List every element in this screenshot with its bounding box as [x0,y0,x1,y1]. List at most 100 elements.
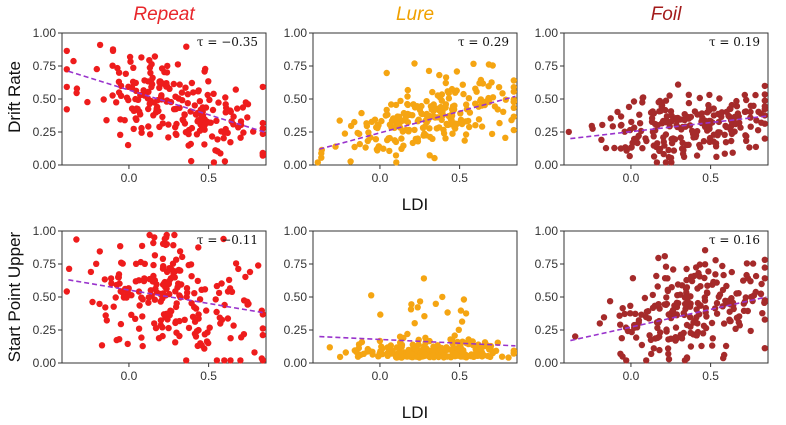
data-point [710,278,717,286]
data-point [656,346,663,354]
data-point [639,99,646,106]
data-point [354,353,362,360]
data-point [159,332,166,340]
data-point [172,93,179,100]
data-point [759,310,766,317]
data-point [227,108,234,116]
data-point [650,153,658,160]
data-point [413,103,421,110]
data-point [653,272,660,280]
data-point [648,115,656,122]
data-point [722,122,729,130]
y-tick-label: 0.25 [535,125,559,139]
data-point [112,294,119,301]
data-point [665,350,672,358]
x-tick-label: 0.5 [200,171,217,185]
data-point [480,352,488,359]
data-point [246,268,254,276]
data-point [565,128,572,136]
data-point [719,286,727,294]
data-point [455,326,462,333]
data-point [743,271,750,279]
data-point [444,121,452,129]
data-point [626,152,633,160]
data-point [665,146,672,154]
data-point [454,345,461,352]
data-point [489,62,496,69]
data-point [182,84,189,91]
data-point [630,98,638,105]
data-point [108,280,115,287]
data-point [655,99,662,106]
data-point [206,324,213,331]
data-point [761,97,768,104]
panel-start-point-upper-foil: 0.00 0.25 0.50 0.75 1.00 0.0 0.5 τ = 0.16 [535,224,769,383]
data-point [661,275,669,282]
data-point [356,130,363,138]
data-point [733,97,740,105]
data-point [132,260,140,267]
data-point [637,127,645,135]
data-point [510,84,517,91]
data-point [407,306,415,313]
data-point [426,152,433,159]
data-point [383,106,390,114]
data-point [478,123,486,130]
data-point [696,94,703,102]
data-point [510,77,517,84]
y-tick-label: 0.50 [33,92,57,106]
data-point [619,353,626,360]
data-point [196,127,204,134]
data-point [459,81,466,88]
data-point [172,339,179,346]
y-tick-label: 0.00 [535,356,559,370]
data-point [672,324,680,331]
data-point [159,113,166,121]
tau-annotation-start-point-upper-repeat: τ = −0.11 [197,233,258,247]
trend-line-start-point-upper-lure [319,335,516,347]
data-point [685,91,692,99]
data-point [656,147,663,155]
data-point [201,345,208,352]
data-point [452,89,459,96]
data-point [687,329,694,337]
data-point [665,356,673,363]
data-point [195,244,202,251]
data-point [470,353,477,360]
data-point [351,118,358,126]
data-point [193,328,201,335]
data-point [113,336,120,344]
data-point [510,126,517,134]
data-point [362,144,369,151]
data-point [728,295,735,302]
panel-start-point-upper-lure: 0.00 0.25 0.50 0.75 1.00 0.0 0.5 [284,224,518,383]
data-point [124,340,131,348]
data-point [488,130,496,138]
data-point [165,134,172,141]
data-point [638,311,645,318]
data-point [146,131,154,138]
data-point [171,274,178,281]
data-point [181,111,188,118]
data-point [139,342,146,350]
data-point [244,114,251,121]
data-point [415,341,422,348]
data-point [191,318,199,325]
data-point [693,306,700,313]
data-point [242,273,249,281]
data-point [673,335,680,342]
data-point [683,276,690,284]
data-point [685,141,692,148]
data-point [374,121,381,128]
data-point [662,131,670,138]
data-point [151,252,159,259]
data-point [157,317,165,324]
data-point [170,80,177,88]
data-point [727,105,734,113]
data-point [195,88,202,95]
data-point [392,101,400,109]
data-point [712,271,719,278]
data-point [384,136,391,144]
data-point [649,291,656,299]
data-point [173,120,180,128]
